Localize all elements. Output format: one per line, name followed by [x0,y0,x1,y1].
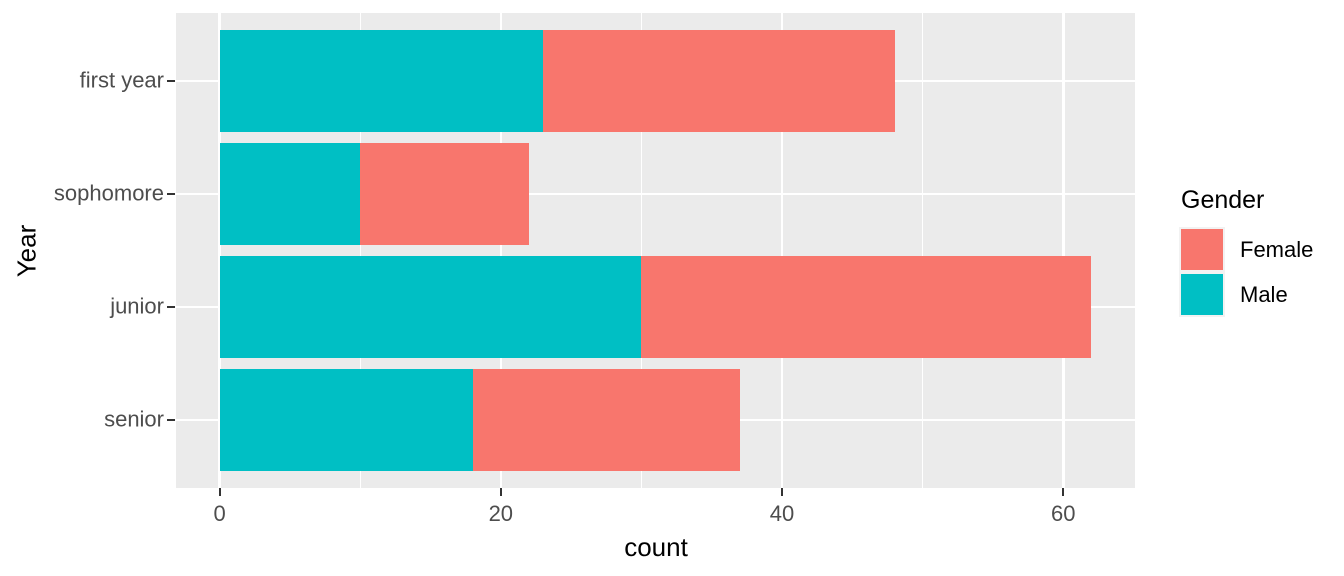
legend-entry-female: Female [1179,227,1313,272]
y-tick-2 [167,306,175,309]
bar-segment-female-junior [641,256,1092,358]
y-tick-1 [167,192,175,195]
plot-panel [176,13,1135,488]
major-gridline-60 [1062,13,1065,488]
x-tick-label-60: 60 [1051,501,1076,526]
major-gridline-20 [499,13,503,488]
minor-gridline-10 [359,13,361,488]
y-axis-title: Year [11,224,42,278]
legend: Gender Female Male [1179,186,1313,317]
bar-segment-male-senior [219,369,473,472]
bar-segment-female-sophomore [360,143,529,245]
x-tick-20 [499,488,502,496]
y-tick-3 [167,419,175,422]
bar-segment-female-first-year [543,29,895,132]
legend-entries: Female Male [1179,227,1313,317]
x-tick-40 [781,488,784,496]
legend-label-female: Female [1240,236,1314,262]
x-tick-0 [218,488,221,496]
x-tick-60 [1062,488,1065,496]
bar-segment-male-first-year [219,29,543,132]
bar-segment-male-junior [219,256,642,358]
y-tick-label-first-year: first year [79,67,164,93]
major-gridline-40 [780,13,784,488]
minor-gridline-30 [640,13,643,488]
minor-gridline-50 [921,13,924,488]
bar-segment-male-sophomore [219,143,361,245]
x-tick-label-0: 0 [213,501,226,526]
legend-label-male: Male [1240,281,1288,307]
y-tick-label-senior: senior [104,406,164,432]
x-axis-title: count [624,532,688,562]
legend-swatch-female [1179,227,1225,272]
bar-segment-female-senior [472,369,740,472]
category-gridline-1 [176,192,1135,196]
y-tick-label-junior: junior [110,293,164,319]
legend-swatch-male [1179,272,1225,317]
y-tick-label-sophomore: sophomore [53,180,164,206]
x-tick-label-20: 20 [488,501,514,526]
legend-title: Gender [1181,186,1265,214]
major-gridline-0 [218,13,221,488]
x-tick-label-40: 40 [769,501,795,526]
legend-entry-male: Male [1179,272,1313,317]
y-tick-0 [167,79,175,82]
